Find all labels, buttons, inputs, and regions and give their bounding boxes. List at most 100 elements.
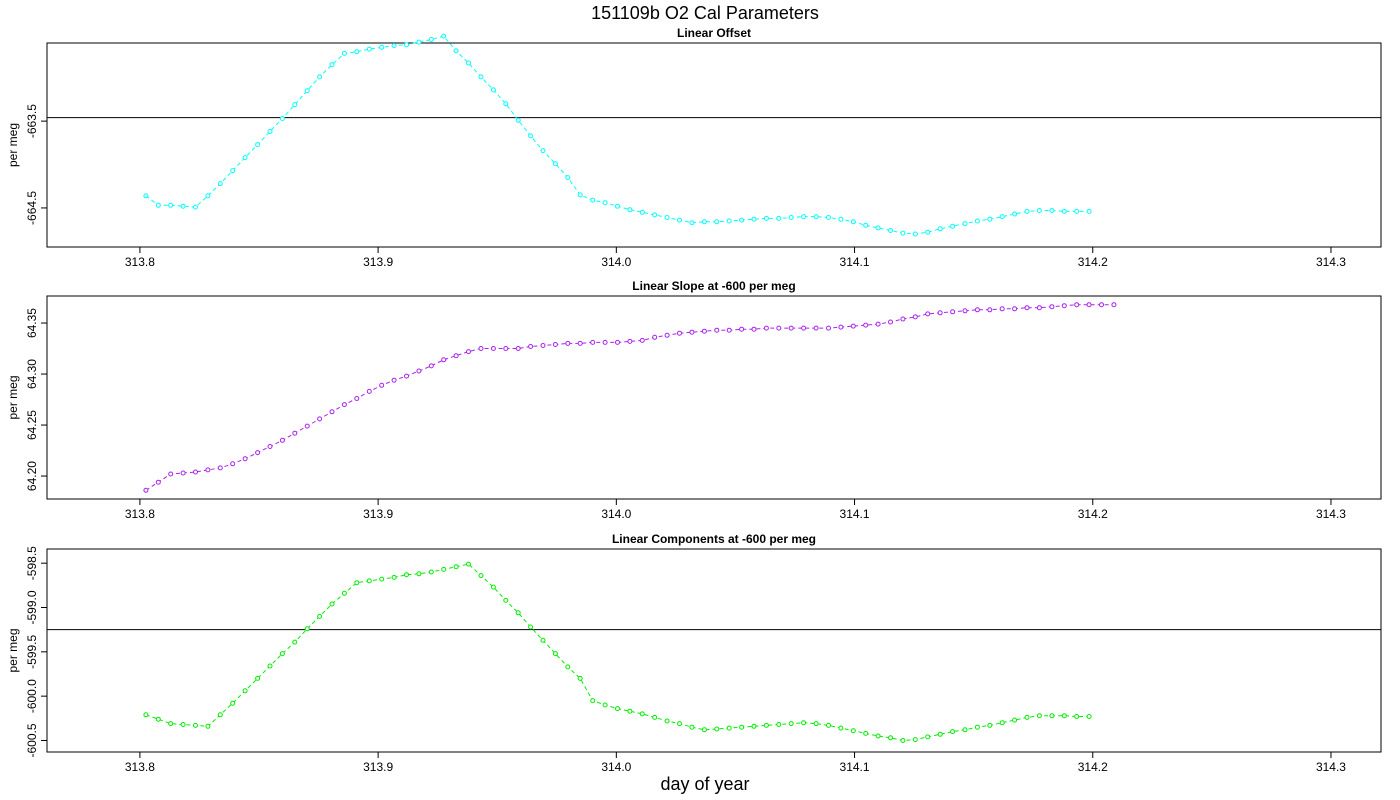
data-point — [1012, 306, 1018, 312]
data-point — [242, 456, 248, 462]
data-point — [776, 722, 782, 727]
y-axis-label: per meg — [6, 375, 20, 419]
data-point — [552, 651, 558, 657]
data-point — [602, 339, 608, 345]
y-tick-label: -599.5 — [25, 634, 39, 668]
panel-title: Linear Slope at -600 per meg — [632, 279, 795, 293]
data-point — [999, 214, 1005, 220]
data-point — [763, 215, 769, 221]
data-point — [714, 219, 720, 225]
data-point — [279, 651, 285, 657]
y-tick-label: 64.25 — [25, 410, 39, 440]
data-point — [639, 711, 645, 717]
data-point — [677, 217, 682, 223]
data-point — [503, 346, 509, 351]
data-point — [317, 613, 323, 619]
data-point — [577, 192, 583, 198]
data-point — [974, 218, 980, 224]
data-point — [540, 343, 546, 348]
data-point — [478, 346, 484, 351]
data-point — [1061, 713, 1067, 719]
data-point — [701, 219, 707, 225]
data-point — [615, 203, 620, 209]
series-line — [145, 304, 1114, 491]
data-point — [677, 330, 682, 336]
data-point — [416, 39, 422, 45]
data-point — [838, 216, 844, 222]
data-point — [950, 309, 956, 315]
data-point — [242, 688, 248, 694]
data-point — [478, 573, 484, 579]
data-point — [838, 725, 844, 731]
data-point — [292, 102, 298, 108]
data-point — [1061, 303, 1067, 309]
data-point — [863, 322, 869, 328]
figure-title: 151109b O2 Cal Parameters — [591, 3, 819, 23]
data-point — [974, 724, 980, 730]
panel-title: Linear Components at -600 per meg — [612, 532, 816, 546]
data-point — [950, 729, 956, 735]
data-point — [255, 450, 261, 456]
data-point — [1012, 717, 1018, 723]
data-point — [416, 368, 422, 374]
data-point — [341, 50, 347, 56]
data-point — [143, 193, 149, 199]
data-point — [366, 388, 372, 394]
data-point — [267, 129, 273, 134]
data-point — [714, 327, 720, 333]
data-point — [341, 590, 347, 596]
x-tick-label: 314.1 — [840, 507, 870, 521]
data-point — [590, 197, 596, 203]
data-point — [590, 698, 596, 704]
data-point — [180, 203, 186, 209]
x-tick-label: 314.2 — [1078, 760, 1108, 774]
data-point — [540, 148, 546, 154]
data-point — [999, 720, 1005, 726]
data-point — [826, 215, 831, 220]
data-point — [590, 339, 596, 345]
data-point — [925, 734, 931, 740]
x-tick-label: 314.2 — [1078, 507, 1108, 521]
data-point — [875, 733, 881, 739]
x-tick-label: 314.0 — [601, 255, 631, 269]
data-point — [739, 724, 745, 730]
y-tick-label: -599.0 — [25, 590, 39, 624]
data-point — [230, 461, 236, 467]
data-point — [937, 226, 943, 232]
data-point — [912, 737, 918, 743]
data-point — [801, 720, 807, 726]
x-tick-label: 314.1 — [840, 255, 870, 269]
x-tick-label: 314.2 — [1078, 255, 1108, 269]
data-point — [776, 215, 782, 221]
data-point — [962, 308, 968, 314]
data-point — [1049, 304, 1055, 310]
data-point — [155, 716, 161, 722]
data-point — [404, 572, 409, 578]
data-point — [701, 328, 707, 334]
data-point — [217, 465, 223, 471]
data-point — [1086, 714, 1092, 719]
data-point — [701, 727, 707, 733]
x-tick-label: 314.3 — [1316, 760, 1346, 774]
data-point — [751, 326, 757, 332]
data-point — [391, 574, 397, 580]
data-point — [689, 329, 695, 335]
data-point — [801, 214, 807, 220]
data-point — [255, 675, 261, 681]
data-point — [366, 578, 372, 584]
data-point — [1099, 302, 1104, 308]
data-point — [987, 722, 993, 728]
data-point — [279, 437, 285, 443]
data-point — [391, 377, 397, 383]
data-point — [1024, 714, 1030, 720]
data-point — [552, 342, 558, 347]
data-point — [490, 346, 496, 351]
data-point — [888, 319, 893, 325]
data-point — [466, 60, 471, 66]
panel-1: Linear Offset 313.8 313.9 314.0 314.1 314.2 31… — [6, 26, 1382, 269]
data-point — [900, 738, 906, 743]
data-point — [875, 321, 881, 327]
data-point — [404, 42, 409, 48]
data-point — [552, 161, 558, 167]
